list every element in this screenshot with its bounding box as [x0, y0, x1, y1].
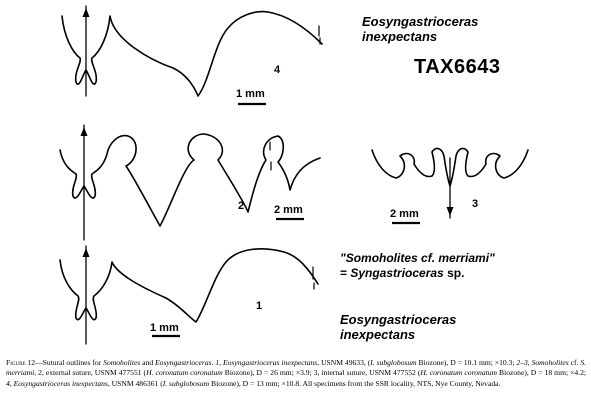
suture-2: [59, 124, 321, 241]
quoted-line2-prefix: =: [340, 266, 351, 280]
suture-number-4: 4: [274, 64, 281, 76]
scale-label-3: 2 mm: [390, 208, 419, 220]
suture-3: [371, 147, 529, 219]
suture-4: [61, 5, 323, 97]
quoted-line2-suffix: sp.: [443, 266, 465, 280]
suture-line-1: [59, 248, 319, 323]
top-species-label: Eosyngastrioceras inexpectans: [362, 14, 478, 44]
suture-number-3: 3: [472, 198, 479, 210]
suture-number-2: 2: [238, 200, 245, 212]
bottom-species-line2: inexpectans: [340, 327, 416, 342]
suture-number-1: 1: [256, 300, 263, 312]
venter-arrowhead-4: [82, 8, 90, 17]
bottom-species-label: Eosyngastrioceras inexpectans: [340, 312, 456, 342]
suture-1: [59, 245, 319, 345]
syngastrioceras-label: "Somoholites cf. merriami" = Syngastrioc…: [340, 251, 495, 281]
caption-figure-label: Figure 12: [6, 358, 35, 367]
quoted-line1: "Somoholites cf. merriami": [340, 251, 495, 265]
venter-arrowhead-2: [80, 127, 88, 136]
scale-label-2: 2 mm: [274, 204, 303, 216]
top-species-line2: inexpectans: [362, 29, 438, 44]
scale-bars: [152, 102, 420, 338]
suture-line-4: [61, 10, 323, 97]
scale-label-4: 1 mm: [236, 88, 265, 100]
figure-caption: Figure 12—Sutural outlines for Somoholit…: [6, 358, 587, 388]
suture-line-2: [59, 133, 321, 227]
top-species-line1: Eosyngastrioceras: [362, 14, 479, 29]
quoted-line2-name: Syngastrioceras: [350, 266, 444, 280]
scale-label-1: 1 mm: [150, 322, 179, 334]
dorsum-arrowhead-3: [446, 207, 454, 216]
tax-id-label: TAX6643: [414, 56, 501, 78]
bottom-species-line1: Eosyngastrioceras: [340, 312, 457, 327]
suture-line-3: [371, 147, 529, 187]
venter-arrowhead-1: [82, 248, 90, 257]
